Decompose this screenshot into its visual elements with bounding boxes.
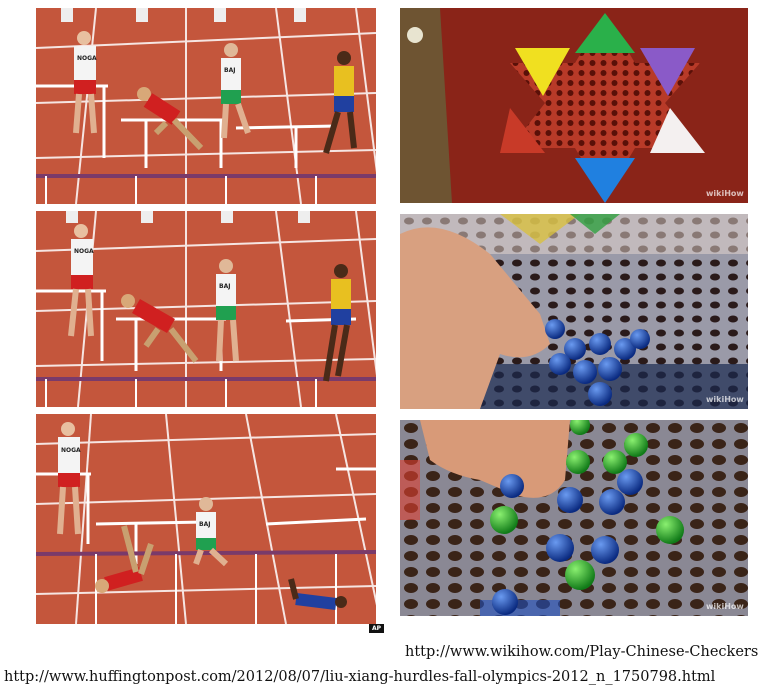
hand-moving-marble-photo (400, 214, 748, 409)
bib-baj-1: BAJ (224, 67, 235, 74)
wikihow-watermark-2: wikiHow (706, 395, 744, 404)
hurdles-photo-2: NOGA BAJ (36, 211, 376, 407)
bib-noga-1: NOGA (77, 55, 97, 62)
chinese-checkers-board-photo (400, 8, 748, 203)
bib-noga-3: NOGA (61, 447, 81, 454)
bib-baj-3: BAJ (199, 521, 210, 528)
bib-baj-2: BAJ (219, 283, 230, 290)
wikihow-watermark-3: wikiHow (706, 602, 744, 611)
marbles-closeup-photo (400, 420, 748, 616)
ap-watermark: AP (369, 624, 384, 633)
wikihow-watermark-1: wikiHow (706, 189, 744, 198)
wikihow-source-url[interactable]: http://www.wikihow.com/Play-Chinese-Chec… (405, 644, 759, 660)
bib-noga-2: NOGA (74, 248, 94, 255)
huffpost-source-url[interactable]: http://www.huffingtonpost.com/2012/08/07… (4, 669, 716, 685)
hurdles-photo-3: NOGA BAJ (36, 414, 376, 624)
hurdles-photo-1: NOGA BAJ (36, 8, 376, 204)
